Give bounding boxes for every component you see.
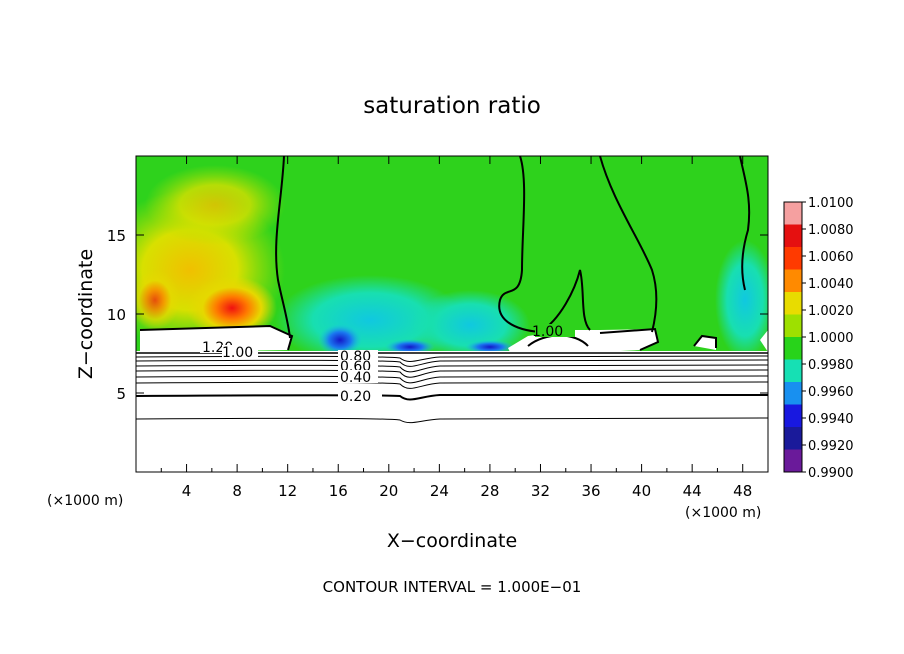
colorbar-swatch [784,292,802,315]
colorbar-label: 1.0040 [808,277,854,292]
contour-labels: 1.20 1.00 1.00 0.80 0.60 0.40 0.20 [200,324,575,405]
colorbar-label: 0.9920 [808,439,854,454]
colorbar-label: 0.9900 [808,466,854,481]
cold-region [465,340,515,354]
colorbar-swatch [784,404,802,428]
hot-region [187,276,277,340]
colorbar-label: 1.0080 [808,223,854,238]
subsaturated-region [136,351,768,472]
chart-title: saturation ratio [363,93,541,119]
colorbar-swatch [784,314,802,338]
colorbar-label: 0.9960 [808,385,854,400]
colorbar: 1.0100 1.0080 1.0060 1.0040 1.0020 1.0000 0.99… [783,196,854,481]
x-tick-label: 40 [632,482,651,500]
x-tick-label: 44 [683,482,702,500]
colorbar-swatch [784,359,802,383]
colorbar-label: 1.0000 [808,331,854,346]
contour-label: 0.40 [340,370,371,386]
colorbar-label: 0.9940 [808,412,854,427]
colorbar-swatch [784,269,802,293]
x-tick-label: 16 [329,482,348,500]
cold-region [318,324,362,356]
x-tick-label: 24 [430,482,449,500]
colorbar-swatch [784,449,802,473]
y-tick-label: 5 [116,385,126,403]
colorbar-label: 1.0060 [808,250,854,265]
colorbar-swatch [784,202,802,225]
colorbar-label: 1.0020 [808,304,854,319]
colorbar-swatch [784,224,802,248]
colorbar-swatch [784,382,802,405]
cool-region [715,240,768,360]
x-axis-label: X−coordinate [387,530,517,552]
contour-label: 1.00 [222,345,253,361]
colorbar-swatch [784,247,802,270]
colorbar-swatch [784,427,802,450]
colorbar-label: 0.9980 [808,358,854,373]
x-tick-label: 36 [581,482,600,500]
y-tick-label: 10 [107,306,126,324]
x-tick-label: 48 [733,482,752,500]
x-axis: 4 8 12 16 20 24 28 32 36 40 44 48 [160,156,752,500]
warm-region [145,165,285,245]
y-axis-label: Z−coordinate [75,249,97,379]
x-tick-label: 8 [232,482,242,500]
colorbar-label: 1.0100 [808,196,854,211]
x-unit-left: (×1000 m) [47,493,123,509]
x-unit-right: (×1000 m) [685,505,761,521]
x-tick-label: 12 [278,482,297,500]
x-tick-label: 4 [182,482,192,500]
hot-region [136,270,180,330]
contour-interval-note: CONTOUR INTERVAL = 1.000E−01 [323,578,582,596]
contour-label: 1.00 [532,324,563,340]
y-tick-label: 15 [107,227,126,245]
plot-area: 1.20 1.00 1.00 0.80 0.60 0.40 0.20 [136,156,768,472]
cloud-patch [760,330,768,352]
contour-label: 0.20 [340,389,371,405]
colorbar-swatch [784,337,802,360]
x-tick-label: 28 [480,482,499,500]
y-axis: 5 10 15 [107,227,768,403]
x-tick-label: 20 [379,482,398,500]
x-tick-label: 32 [531,482,550,500]
